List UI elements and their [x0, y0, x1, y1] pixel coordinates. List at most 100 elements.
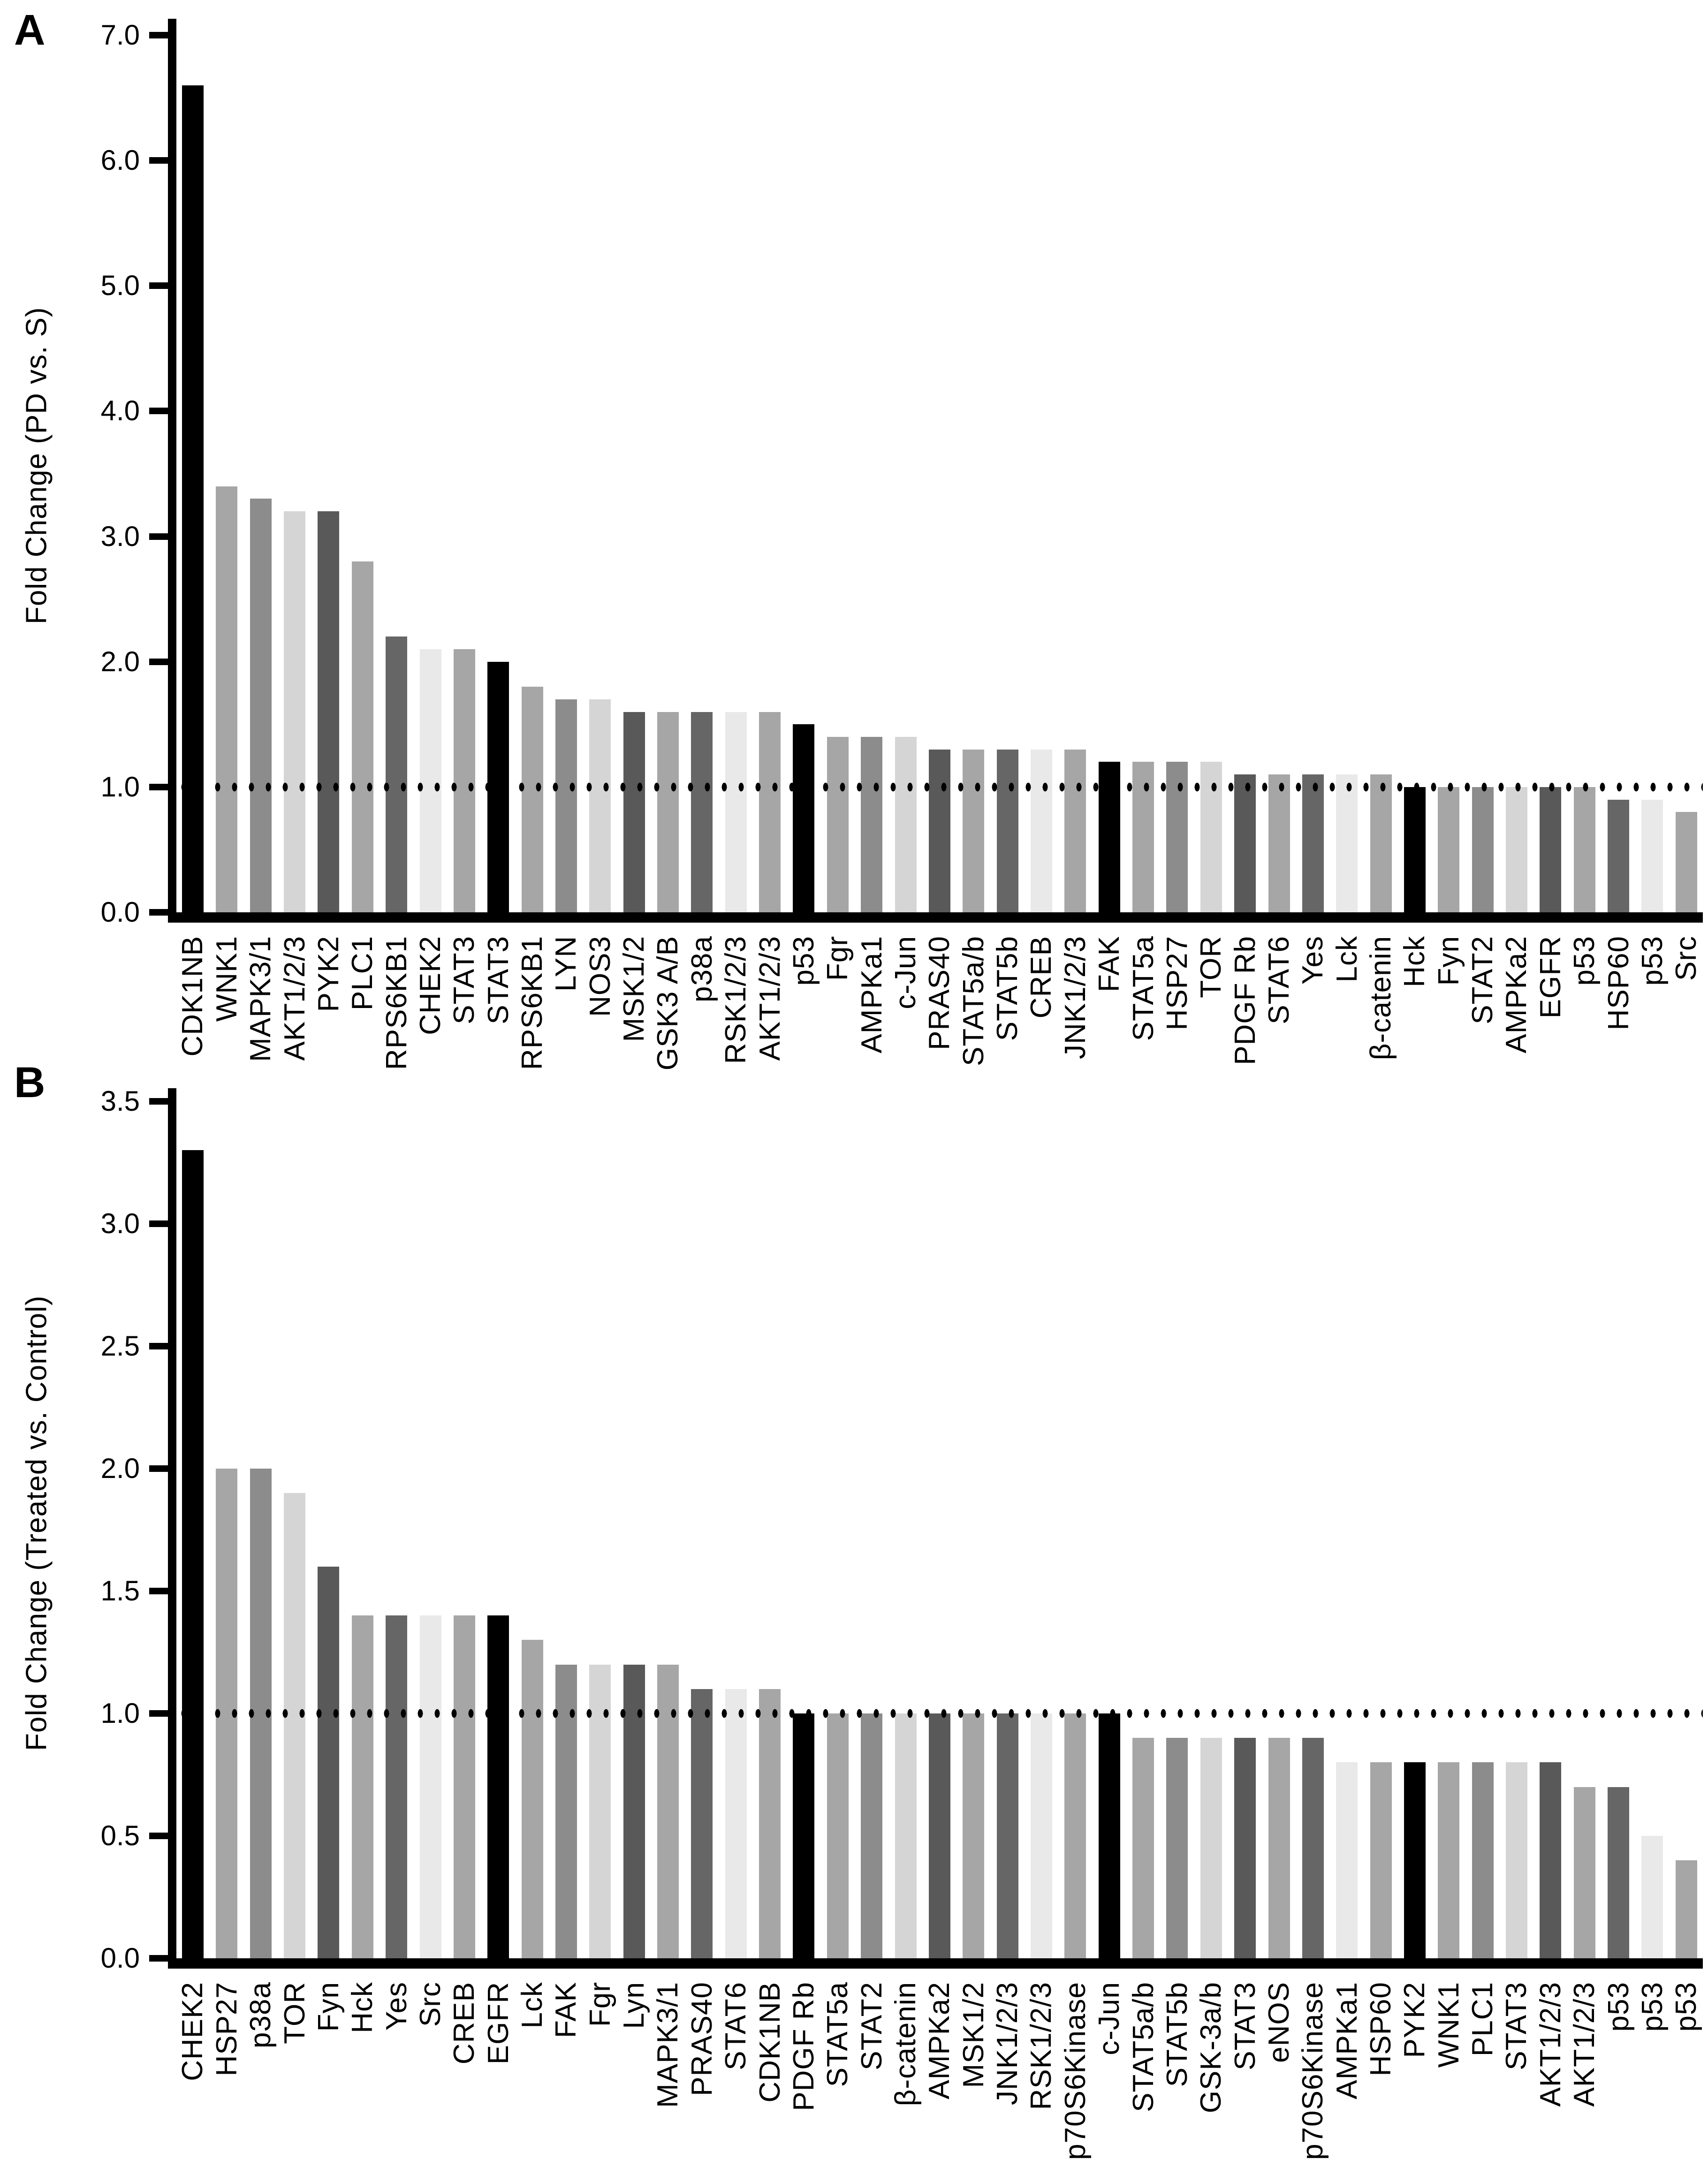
bar-PYK2 [318, 511, 340, 912]
x-label-CHEK2: CHEK2 [414, 936, 447, 1035]
x-label-PDGF Rb: PDGF Rb [787, 1982, 820, 2111]
bar-EGFR [487, 1615, 509, 1958]
x-label-JNK1/2/3: JNK1/2/3 [1059, 936, 1092, 1060]
y-tick [149, 32, 168, 38]
bar-Lck [521, 1640, 543, 1958]
x-label-PYK2: PYK2 [312, 936, 345, 1012]
y-tick-label: 0.0 [100, 896, 140, 928]
y-tick [149, 533, 168, 540]
x-label-LYN: LYN [550, 936, 583, 992]
x-label-MAPK3/1: MAPK3/1 [244, 936, 277, 1062]
bar-Yes [386, 1615, 408, 1958]
x-label-RPS6KB1: RPS6KB1 [516, 936, 549, 1070]
bar-STAT5a/b [1132, 1738, 1154, 1958]
x-label-STAT5a: STAT5a [821, 1982, 854, 2087]
x-label-STAT5b: STAT5b [991, 936, 1024, 1041]
bar-Src [1675, 812, 1697, 912]
bar-Yes [1302, 774, 1324, 912]
x-label-RPS6KB1: RPS6KB1 [380, 936, 413, 1070]
x-label-NOS3: NOS3 [584, 936, 616, 1017]
bar-GSK-3a/b [1200, 1738, 1222, 1958]
bar-STAT3 [1506, 1762, 1528, 1958]
bar-AMPKa1 [1336, 1762, 1358, 1958]
x-label-MSK1/2: MSK1/2 [618, 936, 651, 1042]
x-label-p38a: p38a [244, 1982, 277, 2048]
bar-STAT5b [996, 749, 1018, 912]
x-label-EGFR: EGFR [482, 1982, 515, 2065]
x-label-cell: HSP60 [1365, 1982, 1397, 2173]
bar-β-catenin [895, 1713, 917, 1958]
bar-EGFR [1540, 787, 1562, 912]
y-tick-label: 2.0 [100, 645, 140, 677]
y-tick-label: 3.5 [100, 1085, 140, 1117]
bar-p38a [691, 712, 713, 912]
panel-a-letter: A [14, 6, 46, 54]
x-label-MAPK3/1: MAPK3/1 [652, 1982, 684, 2108]
x-label-cell: STAT5b [1161, 1982, 1193, 2173]
bar-WNK1 [216, 486, 238, 912]
bar-CHEK2 [419, 649, 441, 912]
x-label-Fyn: Fyn [1432, 936, 1465, 986]
x-label-Src: Src [1670, 936, 1703, 981]
x-label-p53: p53 [1636, 1982, 1669, 2032]
y-tick-label: 5.0 [100, 270, 140, 302]
x-label-Fgr: Fgr [584, 1982, 616, 2027]
x-label-p70S6Kinase: p70S6Kinase [1059, 1982, 1092, 2160]
x-label-p53: p53 [1670, 1982, 1703, 2032]
x-label-cell: STAT3 [1229, 1982, 1261, 2173]
x-label-AMPKa2: AMPKa2 [1500, 936, 1533, 1053]
bar-MAPK3/1 [250, 499, 272, 912]
x-label-Lck: Lck [516, 1982, 549, 2029]
x-label-CREB: CREB [1025, 936, 1058, 1019]
bar-CREB [453, 1615, 475, 1958]
bar-STAT5a/b [963, 749, 985, 912]
x-label-cell: AKT1/2/3 [1534, 1982, 1567, 2173]
x-label-PLC1: PLC1 [346, 936, 379, 1011]
panel-a-plot: 0.0 1.0 2.0 3.0 4.0 5.0 6.0 7.0 [101, 19, 1703, 928]
x-label-Hck: Hck [1398, 936, 1431, 987]
y-tick-label: 3.0 [100, 1208, 140, 1239]
bar-Hck [1404, 787, 1426, 912]
y-tick [149, 1955, 168, 1962]
bar-AMPKa2 [928, 1713, 950, 1958]
bar-p53 [1608, 1787, 1630, 1958]
y-tick [149, 658, 168, 665]
bar-row [176, 1088, 1703, 1958]
x-label-Lck: Lck [1330, 936, 1363, 983]
x-label-cell: RSK1/2/3 [1025, 1982, 1057, 2173]
x-label-HSP60: HSP60 [1602, 936, 1635, 1031]
x-label-PYK2: PYK2 [1398, 1982, 1431, 2058]
x-label-PDGF Rb: PDGF Rb [1229, 936, 1261, 1065]
x-label-AKT1/2/3: AKT1/2/3 [753, 936, 786, 1061]
bar-STAT3 [1234, 1738, 1256, 1958]
bar-Hck [351, 1615, 373, 1958]
x-label-WNK1: WNK1 [210, 936, 243, 1022]
x-label-PLC1: PLC1 [1466, 1982, 1499, 2057]
y-tick-label: 0.5 [100, 1820, 140, 1851]
x-label-TOR: TOR [1195, 936, 1228, 998]
bar-PLC1 [351, 561, 373, 912]
bar-PLC1 [1472, 1762, 1494, 1958]
x-label-cell: PLC1 [1466, 1982, 1499, 2173]
bar-STAT6 [1268, 774, 1290, 912]
bar-PYK2 [1404, 1762, 1426, 1958]
bar-MSK1/2 [623, 712, 645, 912]
x-label-cell: STAT3 [1500, 1982, 1533, 2173]
x-label-Lyn: Lyn [618, 1982, 651, 2029]
x-label-Fyn: Fyn [312, 1982, 345, 2032]
x-label-HSP27: HSP27 [1161, 936, 1193, 1031]
bar-RSK1/2/3 [1030, 1713, 1052, 1958]
bar-NOS3 [589, 699, 611, 912]
x-label-cell: EGFR [482, 1982, 515, 2173]
y-tick-label: 1.0 [100, 1698, 140, 1729]
bar-HSP60 [1370, 1762, 1392, 1958]
panel-b-x-axis-labels: CHEK2 HSP27 p38a TOR Fyn Hck Yes Src CREB EGFR Lck… [176, 1969, 1703, 2173]
x-label-cell: MSK1/2 [957, 1982, 990, 2173]
x-label-c-Jun: c-Jun [889, 936, 922, 1009]
x-label-cell: eNOS [1263, 1982, 1295, 2173]
y-tick [149, 157, 168, 164]
x-label-EGFR: EGFR [1534, 936, 1567, 1019]
x-label-GSK-3a/b: GSK-3a/b [1195, 1982, 1228, 2114]
x-label-STAT2: STAT2 [1466, 936, 1499, 1024]
